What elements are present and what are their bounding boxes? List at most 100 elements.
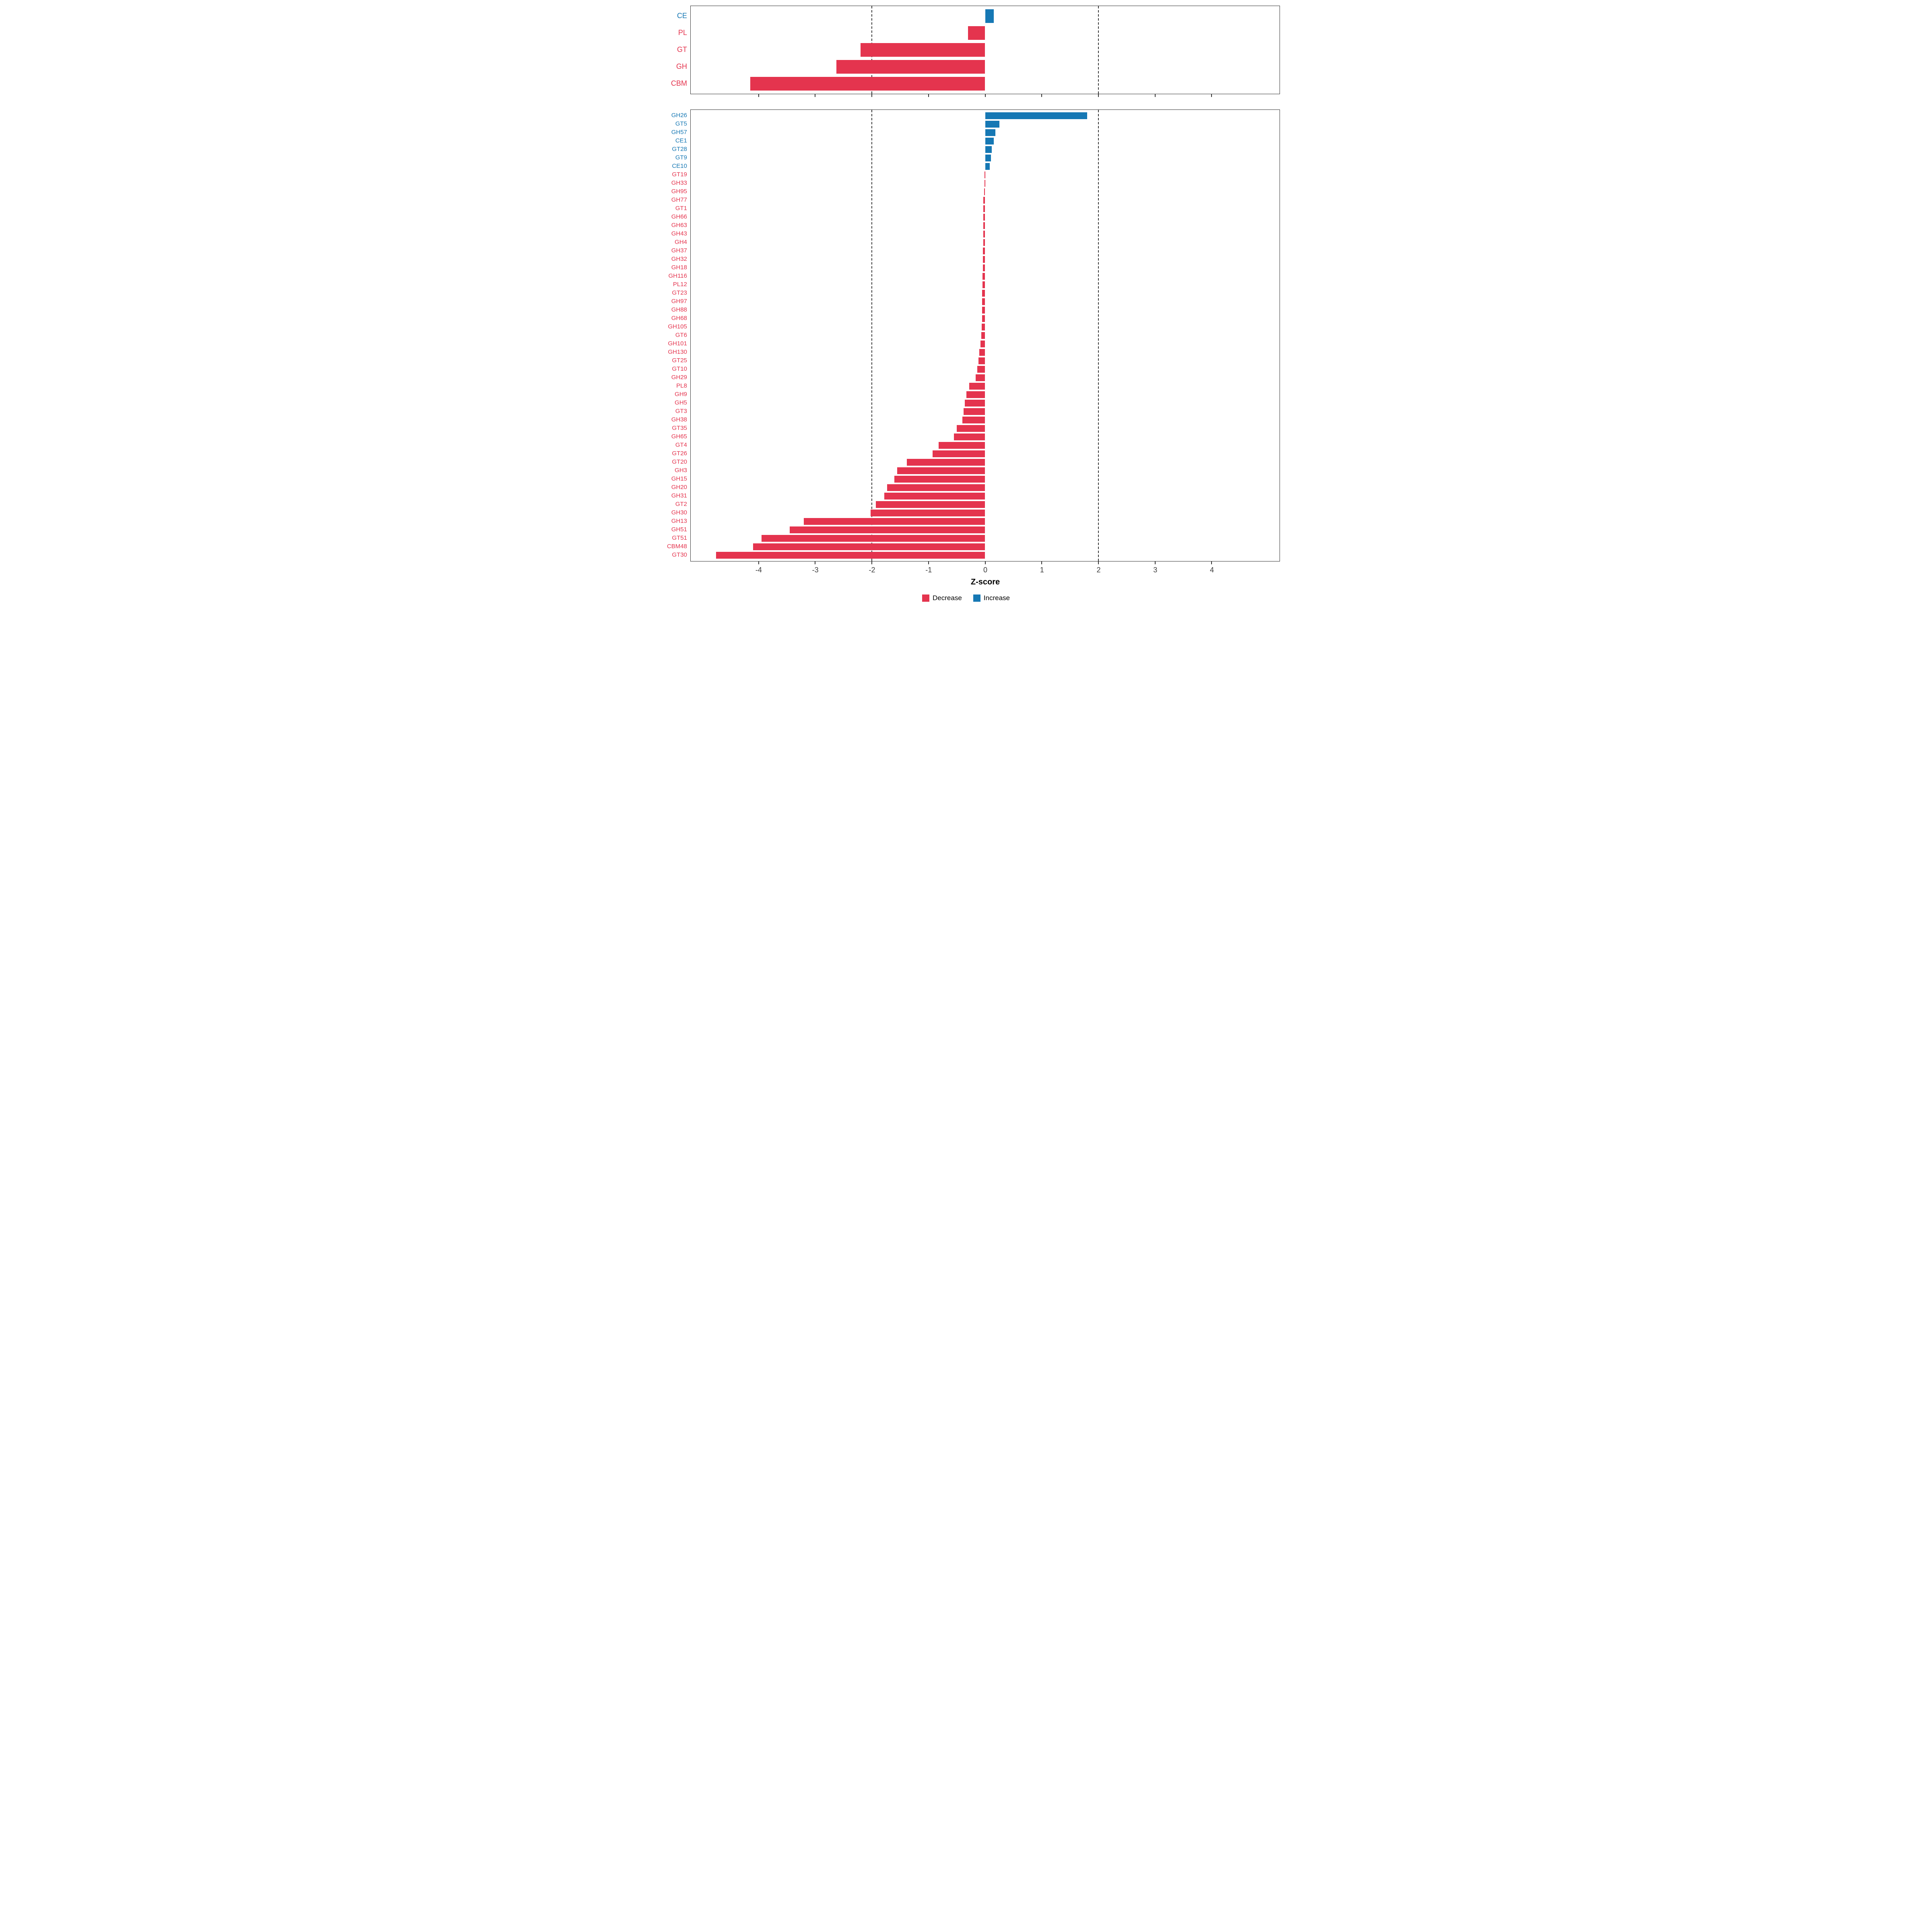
- category-label-GH30: GH30: [671, 509, 687, 516]
- category-label-GT23: GT23: [672, 289, 687, 296]
- category-label-GT: GT: [677, 45, 687, 54]
- dashed-gridline: [1098, 110, 1099, 561]
- bar-GT3: [964, 408, 985, 415]
- category-label-GT26: GT26: [672, 450, 687, 457]
- bar-GT23: [982, 290, 985, 297]
- top-panel-class-zscores: CE PL GT GH CBM: [652, 6, 1280, 97]
- category-label-GH130: GH130: [668, 349, 687, 355]
- category-label-GT3: GT3: [675, 408, 687, 415]
- category-label-GH97: GH97: [671, 298, 687, 305]
- category-label-GH38: GH38: [671, 416, 687, 423]
- category-label-GH65: GH65: [671, 433, 687, 440]
- bar-GT1: [983, 205, 985, 212]
- axis-tick-label: -2: [869, 566, 875, 574]
- bar-PL: [968, 26, 985, 40]
- bar-GT28: [985, 146, 992, 153]
- bar-GH13: [804, 518, 985, 525]
- category-label-GT28: GT28: [672, 146, 687, 153]
- bottom-panel-family-zscores: GH26 GT5 GH57 CE1 GT28 GT9 CE10 GT19 GH33 GH95 GH7…: [652, 109, 1280, 564]
- axis-tick-mark: [1098, 561, 1099, 564]
- category-label-GT9: GT9: [675, 154, 687, 161]
- category-label-PL8: PL8: [676, 382, 687, 389]
- category-label-CBM: CBM: [671, 79, 687, 87]
- bar-CE10: [985, 163, 990, 170]
- category-label-GH20: GH20: [671, 484, 687, 491]
- category-label-GH68: GH68: [671, 315, 687, 322]
- bar-CBM48: [753, 543, 985, 550]
- bar-GH37: [983, 248, 985, 254]
- category-label-GT51: GT51: [672, 535, 687, 541]
- bar-GH30: [871, 510, 985, 516]
- category-label-GH18: GH18: [671, 264, 687, 271]
- bar-GH20: [887, 484, 985, 491]
- bar-GT25: [978, 357, 985, 364]
- bar-GH57: [985, 129, 995, 136]
- category-label-GH31: GH31: [671, 492, 687, 499]
- bar-GH68: [982, 315, 985, 322]
- bar-CE1: [985, 138, 994, 144]
- category-label-PL12: PL12: [673, 281, 687, 288]
- legend-swatch-decrease: [922, 594, 930, 602]
- bar-GH51: [790, 526, 985, 533]
- axis-tick-mark: [985, 94, 986, 97]
- bar-GT: [861, 43, 985, 57]
- category-label-GH33: GH33: [671, 180, 687, 186]
- category-label-GH26: GH26: [671, 112, 687, 119]
- bar-GH101: [980, 341, 985, 347]
- figure: CE PL GT GH CBM GH26 GT5 GH57 CE1 GT28 GT9 CE10 GT1…: [652, 6, 1280, 602]
- category-label-GH: GH: [676, 62, 687, 70]
- bar-GT26: [932, 450, 985, 457]
- axis-tick-mark: [758, 94, 759, 97]
- axis-tick-mark: [758, 561, 759, 564]
- legend-label-increase: Increase: [983, 594, 1010, 602]
- bar-GH29: [975, 374, 985, 381]
- category-label-GH101: GH101: [668, 340, 687, 347]
- bar-GT30: [716, 552, 985, 559]
- axis-tick-mark: [928, 561, 929, 564]
- category-label-CBM48: CBM48: [667, 543, 687, 550]
- category-label-GT2: GT2: [675, 501, 687, 508]
- bar-GT4: [939, 442, 985, 449]
- category-label-GH3: GH3: [675, 467, 687, 474]
- axis-tick-label: 1: [1040, 566, 1044, 574]
- bar-GT2: [876, 501, 985, 508]
- dashed-gridline: [871, 110, 873, 561]
- bar-GT20: [907, 459, 985, 466]
- axis-tick-label: 2: [1096, 566, 1101, 574]
- bar-GH31: [884, 493, 985, 500]
- bar-GH65: [954, 433, 985, 440]
- category-label-GT10: GT10: [672, 365, 687, 372]
- category-label-CE: CE: [677, 12, 687, 20]
- category-label-GT19: GT19: [672, 171, 687, 178]
- category-label-GH116: GH116: [668, 272, 687, 279]
- category-label-GH88: GH88: [671, 306, 687, 313]
- bar-GT35: [957, 425, 985, 432]
- bar-GH105: [982, 324, 985, 330]
- plot-area: [690, 6, 1280, 97]
- category-labels-column: CE PL GT GH CBM: [652, 6, 690, 93]
- axis-tick-mark: [1098, 94, 1099, 97]
- x-axis-title: Z-score: [970, 578, 1000, 586]
- legend-label-decrease: Decrease: [933, 594, 962, 602]
- bar-GH130: [979, 349, 985, 356]
- axis-tick-mark: [1041, 561, 1042, 564]
- category-label-GH15: GH15: [671, 475, 687, 482]
- axis-tick-label: 4: [1210, 566, 1214, 574]
- bar-GH26: [985, 112, 1087, 119]
- bar-GT51: [761, 535, 985, 542]
- legend-swatch-increase: [973, 594, 980, 602]
- axis-tick-label: 3: [1153, 566, 1158, 574]
- bar-GH43: [983, 231, 985, 237]
- axis-tick-label: -1: [925, 566, 932, 574]
- bar-GH66: [983, 214, 985, 221]
- bar-GT5: [985, 121, 999, 128]
- category-label-GH95: GH95: [671, 188, 687, 195]
- legend: Decrease Increase: [652, 594, 1280, 602]
- axis-tick-mark: [871, 94, 873, 97]
- bar-GH3: [897, 467, 985, 474]
- dashed-gridline: [1098, 6, 1099, 94]
- bar-GH: [836, 60, 985, 74]
- category-label-GH4: GH4: [675, 239, 687, 246]
- axis-tick-mark: [1154, 94, 1156, 97]
- category-label-GT35: GT35: [672, 425, 687, 431]
